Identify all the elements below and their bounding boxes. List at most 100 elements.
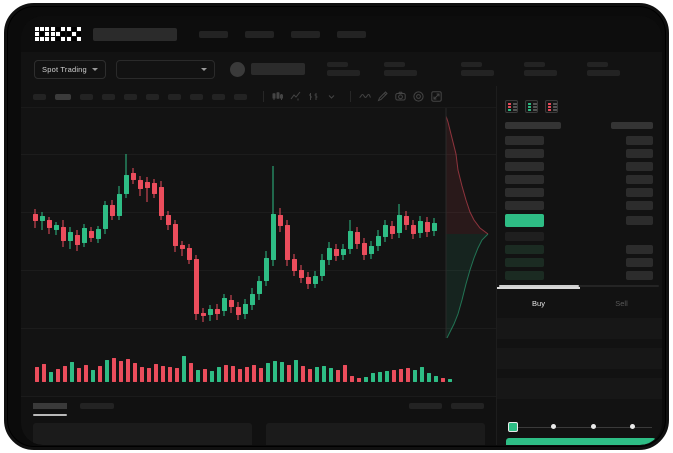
candlestick [347, 108, 353, 338]
orderbook-bid-amount [626, 245, 653, 254]
submit-buy-button[interactable] [506, 438, 656, 445]
candle-body [368, 246, 374, 254]
orderbook-ask-row[interactable] [505, 188, 544, 197]
candlestick [46, 108, 52, 338]
bar-chart-icon[interactable] [307, 90, 320, 103]
candle-body [382, 225, 388, 237]
order-field-amount[interactable] [497, 348, 662, 370]
candle-body [417, 221, 423, 233]
volume-bar [203, 369, 207, 382]
drawing-tools-icon[interactable] [376, 90, 389, 103]
volume-bar [189, 363, 193, 382]
volume-bar [168, 367, 172, 382]
candlestick [403, 108, 409, 338]
timeframe-button-9[interactable] [234, 93, 247, 100]
trading-pair-selector[interactable] [115, 59, 215, 79]
okx-logo[interactable] [35, 27, 81, 41]
candle-body [172, 224, 178, 246]
volume-bar [98, 366, 102, 382]
orderbook-ask-row[interactable] [505, 201, 544, 210]
candlestick [179, 108, 185, 338]
timeframe-button-2[interactable] [80, 93, 93, 100]
volume-bar [448, 379, 452, 382]
orderbook-bid-row[interactable] [505, 245, 544, 254]
orderbook-scrollbar-thumb[interactable] [499, 285, 579, 287]
chart-gridline [21, 270, 496, 271]
orders-action-0[interactable] [409, 403, 442, 409]
candle-body [193, 259, 199, 314]
orders-tab-0[interactable] [33, 403, 67, 409]
orderbook-ask-row[interactable] [505, 149, 544, 158]
candlestick [298, 108, 304, 338]
candlestick [389, 108, 395, 338]
candle-body [424, 222, 430, 232]
candlestick-chart[interactable] [21, 108, 496, 338]
indicator-icon[interactable] [358, 90, 371, 103]
volume-bar [315, 367, 319, 382]
orderbook-both-icon[interactable] [505, 100, 518, 113]
timeframe-button-7[interactable] [190, 93, 203, 100]
fullscreen-icon[interactable] [430, 90, 443, 103]
candle-body [179, 245, 185, 249]
volume-bar [336, 370, 340, 382]
orderbook-ask-row[interactable] [505, 175, 544, 184]
global-search-input[interactable] [93, 27, 177, 41]
timeframe-button-5[interactable] [146, 93, 159, 100]
slider-stop-50[interactable] [591, 424, 596, 429]
candlestick [354, 108, 360, 338]
line-chart-icon[interactable] [289, 90, 302, 103]
snapshot-icon[interactable] [394, 90, 407, 103]
orderbook-column-header-price [505, 122, 561, 129]
nav-item-3[interactable] [337, 30, 366, 38]
orders-action-1[interactable] [451, 403, 484, 409]
amount-percent-slider[interactable] [508, 422, 652, 432]
volume-bar [343, 365, 347, 382]
chevron-down-icon[interactable] [325, 90, 338, 103]
volume-bar [413, 370, 417, 382]
timeframe-button-1[interactable] [55, 93, 71, 100]
timeframe-button-8[interactable] [212, 93, 225, 100]
chart-toolbar [21, 86, 662, 108]
slider-stop-75[interactable] [630, 424, 635, 429]
ticker-stat [460, 62, 494, 76]
candlestick [242, 108, 248, 338]
volume-bar [406, 368, 410, 382]
logo-glyph-o [35, 27, 49, 41]
orderbook-last-price [505, 214, 544, 227]
nav-item-0[interactable] [199, 30, 228, 38]
volume-bar [252, 365, 256, 382]
orderbook-bid-row[interactable] [505, 271, 544, 280]
orderbook-bid-row[interactable] [505, 258, 544, 267]
nav-item-1[interactable] [245, 30, 274, 38]
timeframe-button-4[interactable] [124, 93, 137, 100]
timeframe-button-6[interactable] [168, 93, 181, 100]
orders-tab-1[interactable] [80, 403, 114, 409]
slider-handle[interactable] [508, 422, 518, 432]
order-field-total[interactable] [497, 378, 662, 400]
timeframe-button-3[interactable] [102, 93, 115, 100]
slider-stop-25[interactable] [551, 424, 556, 429]
nav-item-2[interactable] [291, 30, 320, 38]
candlestick-chart-icon[interactable] [271, 90, 284, 103]
orderbook-ask-row[interactable] [505, 136, 544, 145]
orders-placeholder-0 [33, 423, 252, 445]
candlestick [88, 108, 94, 338]
orderbook-bids-icon[interactable] [525, 100, 538, 113]
orderbook-bid-row[interactable] [505, 232, 544, 241]
tab-sell[interactable]: Sell [580, 291, 662, 315]
volume-bar [35, 367, 39, 382]
tab-buy[interactable]: Buy [497, 287, 580, 315]
candle-body [88, 231, 94, 238]
orderbook-ask-row[interactable] [505, 162, 544, 171]
volume-histogram[interactable] [21, 338, 496, 396]
orderbook-asks-icon[interactable] [545, 100, 558, 113]
candle-body [74, 235, 80, 245]
volume-bar [63, 366, 67, 382]
market-type-selector[interactable]: Spot Trading [34, 59, 106, 79]
timeframe-button-0[interactable] [33, 93, 46, 100]
candle-body [354, 232, 360, 244]
candle-body [291, 259, 297, 271]
order-field-price[interactable] [497, 318, 662, 340]
volume-bar [161, 366, 165, 382]
chart-settings-icon[interactable] [412, 90, 425, 103]
